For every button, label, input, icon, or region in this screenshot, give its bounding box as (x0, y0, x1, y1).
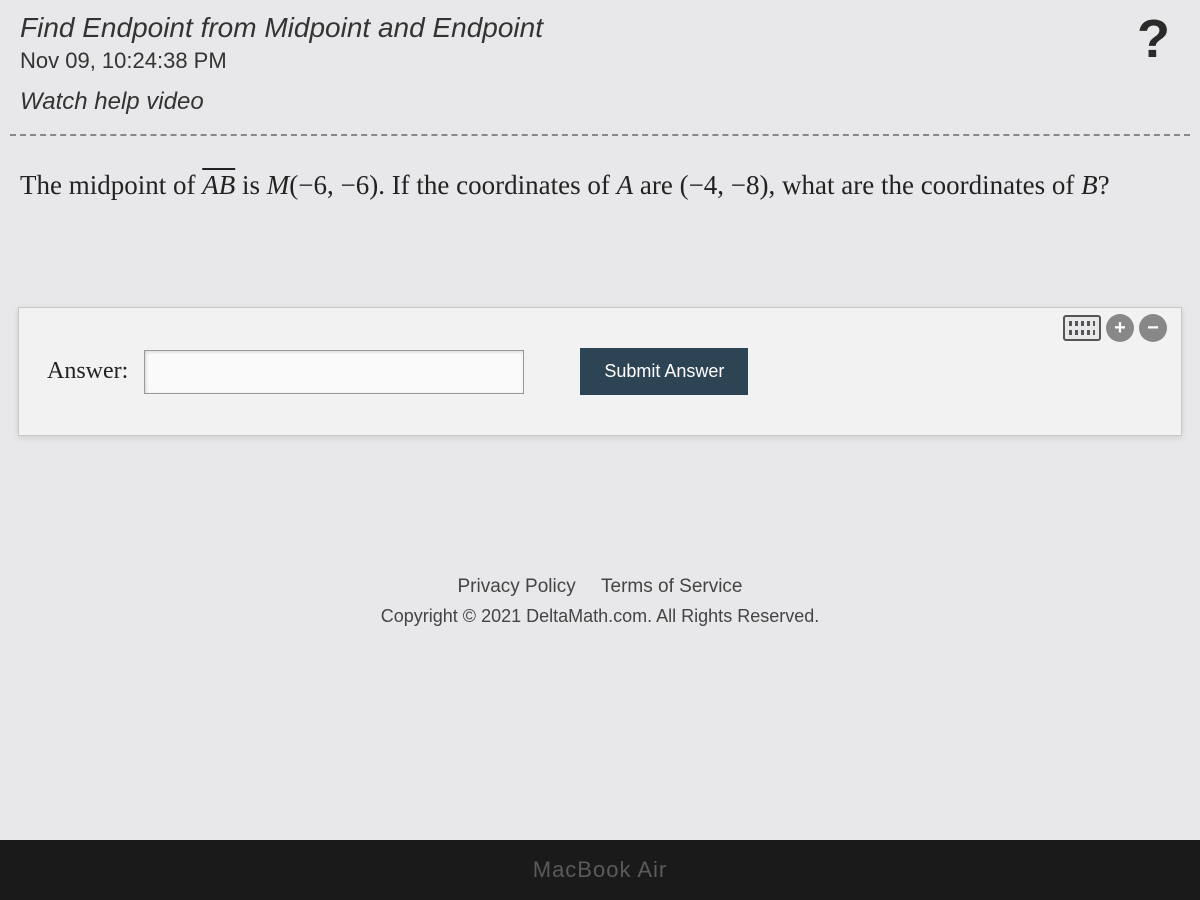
keyboard-icon[interactable] (1063, 315, 1101, 341)
point-b-var: B (1081, 170, 1098, 200)
answer-box: + − Answer: Submit Answer (18, 307, 1182, 436)
middle-text: . If the coordinates of (378, 170, 616, 200)
a-text: are (633, 170, 679, 200)
answer-input[interactable] (144, 350, 524, 394)
question-text: The midpoint of AB is M(−6, −6). If the … (20, 164, 1180, 207)
laptop-bezel: MacBook Air (0, 840, 1200, 900)
segment-ab: AB (202, 170, 235, 200)
footer: Privacy Policy Terms of Service Copyrigh… (0, 576, 1200, 627)
zoom-in-button[interactable]: + (1106, 314, 1134, 342)
tool-icons: + − (1063, 314, 1167, 342)
footer-links: Privacy Policy Terms of Service (0, 576, 1200, 598)
problem-title: Find Endpoint from Midpoint and Endpoint (20, 12, 1180, 44)
point-a-coords: (−4, −8) (680, 170, 769, 200)
section-divider (10, 134, 1190, 136)
answer-label: Answer: (47, 358, 128, 385)
answer-row: Answer: Submit Answer (47, 348, 1153, 395)
midpoint-coords: (−6, −6) (289, 170, 378, 200)
privacy-policy-link[interactable]: Privacy Policy (457, 576, 575, 597)
suffix-text: , what are the coordinates of (769, 170, 1082, 200)
timestamp: Nov 09, 10:24:38 PM (20, 48, 1180, 74)
terms-of-service-link[interactable]: Terms of Service (601, 576, 742, 597)
mid-label: is (235, 170, 267, 200)
zoom-out-button[interactable]: − (1139, 314, 1167, 342)
question-prefix: The midpoint of (20, 170, 202, 200)
help-icon[interactable]: ? (1137, 8, 1170, 70)
point-a-var: A (617, 170, 634, 200)
laptop-label: MacBook Air (533, 857, 668, 883)
copyright-text: Copyright © 2021 DeltaMath.com. All Righ… (0, 606, 1200, 627)
question-end: ? (1098, 170, 1110, 200)
watch-help-video-link[interactable]: Watch help video (20, 88, 204, 116)
submit-answer-button[interactable]: Submit Answer (580, 348, 748, 395)
midpoint-var: M (267, 170, 290, 200)
header-section: Find Endpoint from Midpoint and Endpoint… (0, 0, 1200, 134)
question-section: The midpoint of AB is M(−6, −6). If the … (0, 164, 1200, 207)
